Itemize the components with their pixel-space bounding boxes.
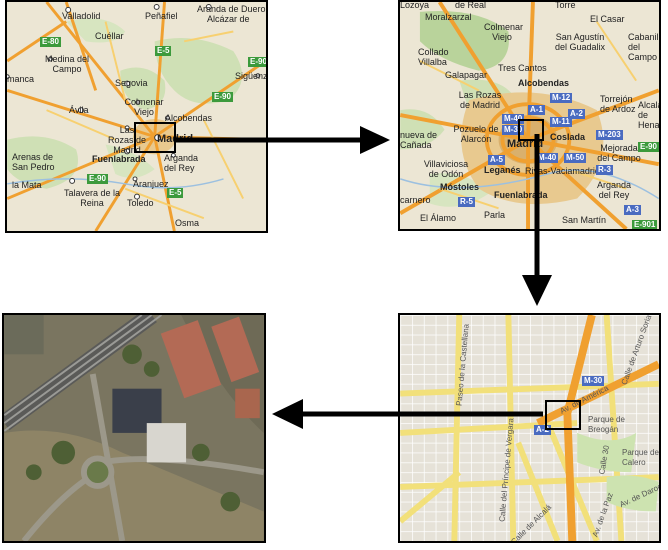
regional-map-graphics <box>7 2 266 231</box>
place-label: Aranda de Duero <box>197 4 266 14</box>
place-label: Torrejón de Ardoz <box>600 94 636 114</box>
place-label: Arenas de San Pedro <box>12 152 55 172</box>
highway-shield: M-40 <box>536 153 559 163</box>
highway-shield: M-50 <box>564 153 587 163</box>
place-label: Fuenlabrada <box>494 190 548 200</box>
place-label: Mejorada del Campo <box>597 143 641 163</box>
place-label: Alcalá de Henares <box>638 100 661 130</box>
place-label: Cabanillas del Campo <box>628 32 661 62</box>
arrow-head-right <box>360 126 390 154</box>
place-label: Parla <box>484 210 506 220</box>
highway-shield: E-90 <box>87 174 108 184</box>
highway-shield: E-90 <box>248 57 267 67</box>
place-label: la Mata <box>12 180 42 190</box>
place-label: Tres Cantos <box>498 63 547 73</box>
arrow-head-down <box>522 275 552 306</box>
place-label: Alcobendas <box>518 78 570 88</box>
place-label: Collado Villalba <box>418 47 449 67</box>
highway-shield: A-3 <box>624 205 641 215</box>
place-label: Torre <box>555 0 576 10</box>
highway-shield: R-3 <box>596 165 613 175</box>
place-label: de Real <box>455 0 487 10</box>
place-label: Moralzarzal <box>425 12 472 22</box>
place-label: Villaviciosa de Odón <box>423 159 469 179</box>
place-label: Talavera de la Reina <box>63 188 121 208</box>
place-label: El Álamo <box>420 213 457 223</box>
highway-shield: M-40 <box>502 114 525 124</box>
highway-shield: E-5 <box>155 46 172 56</box>
zoom-region-box <box>518 119 544 141</box>
place-label: Toledo <box>127 198 154 208</box>
place-label: Alcobendas <box>165 113 213 123</box>
regional-map-panel: Valladolid Peñafiel Aranda de Duero Alcá… <box>5 0 268 233</box>
zoom-region-box <box>545 400 581 430</box>
place-label: carnero <box>400 195 431 205</box>
place-label: San Martín <box>562 215 607 225</box>
place-label: Arganda del Rey <box>596 180 632 200</box>
highway-shield: E-90 <box>638 142 659 152</box>
place-label: Las Rozas de Madrid <box>107 125 147 155</box>
place-label: El Casar <box>590 14 625 24</box>
place-label: Coslada <box>550 132 586 142</box>
satellite-graphics <box>4 315 264 541</box>
metro-map-panel: de Real Lozoya Moralzarzal Torre Colmena… <box>398 0 661 231</box>
place-label: Móstoles <box>440 182 480 192</box>
place-label: manca <box>7 74 35 84</box>
highway-shield: M-30 <box>502 125 525 135</box>
highway-shield: M-30 <box>582 376 605 386</box>
street-map-panel: Paseo de la Castellana Calle de Arturo S… <box>398 313 661 543</box>
place-label: Alcázar de <box>207 14 250 24</box>
highway-shield: E-5 <box>167 188 184 198</box>
highway-shield: A-5 <box>488 155 505 165</box>
place-label: Segovia <box>115 78 148 88</box>
place-label: Rivas-Vaciamadrid <box>525 166 600 176</box>
park-label: Parque de Calero <box>622 448 659 467</box>
highway-shield: M-11 <box>550 117 572 127</box>
satellite-image-panel <box>2 313 266 543</box>
place-label: Fuenlabrada <box>92 154 146 164</box>
arrow-head-left <box>272 399 303 429</box>
place-label: Galapagar <box>445 70 488 80</box>
place-label: Arganda del Rey <box>164 153 199 173</box>
place-label: Osma <box>175 218 200 228</box>
place-label: Lozoya <box>400 0 430 10</box>
highway-shield: M-12 <box>550 93 573 103</box>
place-label: Cuéllar <box>95 31 124 41</box>
place-label: Aranjuez <box>133 179 169 189</box>
place-label: Peñafiel <box>145 11 178 21</box>
highway-shield: R-5 <box>458 197 475 207</box>
place-label: Las Rozas de Madrid <box>458 90 502 110</box>
place-label: nueva de Cañada <box>400 130 438 150</box>
place-label: Ávila <box>69 105 89 115</box>
place-label: Valladolid <box>62 11 101 21</box>
place-label: Medina del Campo <box>44 54 90 74</box>
place-label: Madrid <box>507 138 544 150</box>
highway-shield: M-203 <box>596 130 623 140</box>
place-label: Sigüenza <box>235 71 268 81</box>
place-label: Pozuelo de Alarcón <box>453 124 499 144</box>
street-map-graphics <box>400 315 659 541</box>
highway-shield: E-80 <box>40 37 61 47</box>
highway-shield: A-2 <box>534 425 551 435</box>
place-label: Leganés <box>484 165 521 175</box>
highway-shield: A-2 <box>568 109 585 119</box>
highway-shield: E-901 <box>632 220 658 229</box>
place-label: San Agustín del Guadalix <box>554 32 606 52</box>
park-label: Parque de Breogán <box>588 415 625 434</box>
place-label: Colmenar Viejo <box>124 97 164 117</box>
place-label: Colmenar Viejo <box>484 22 524 42</box>
highway-shield: A-1 <box>528 105 545 115</box>
highway-shield: E-90 <box>212 92 233 102</box>
